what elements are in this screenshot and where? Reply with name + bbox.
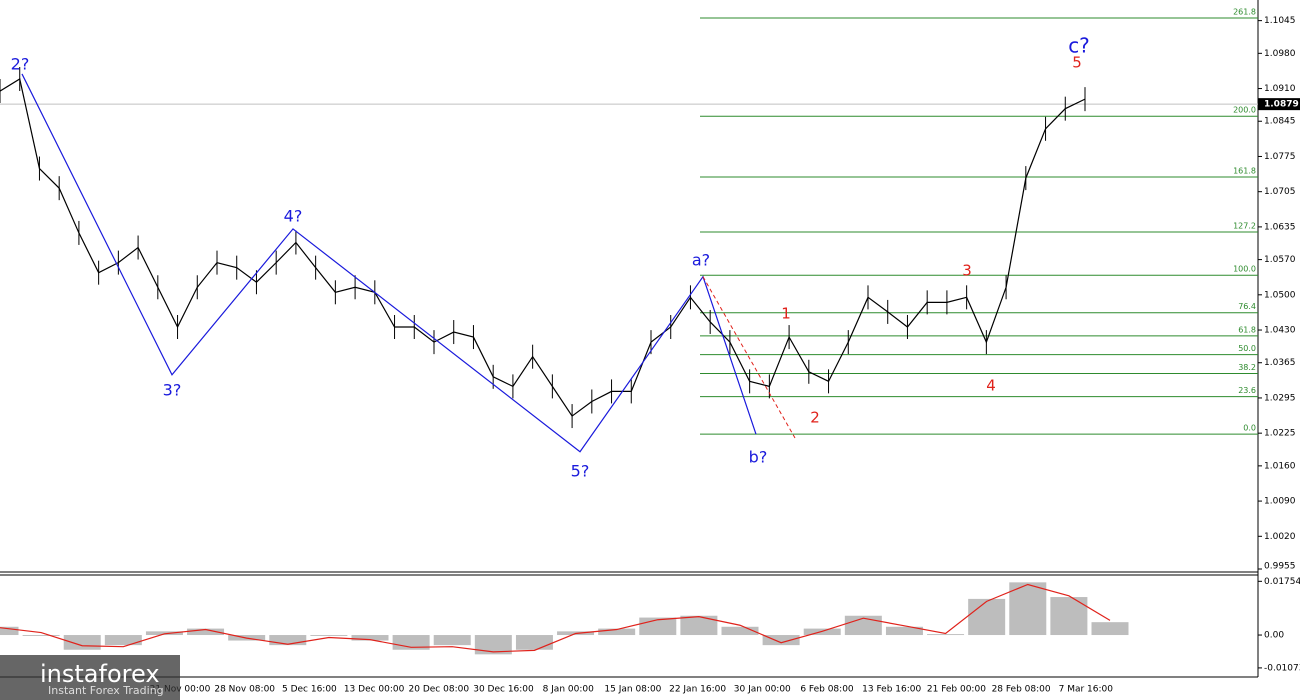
sub-wave-label: 3 — [962, 262, 972, 280]
sub-wave-label: 2 — [810, 409, 820, 427]
price-tick-label: 1.0775 — [1264, 152, 1296, 162]
fib-label: 100.0 — [1233, 265, 1256, 274]
wave-label: 2? — [11, 55, 30, 74]
date-label: 6 Feb 08:00 — [800, 685, 854, 695]
fib-label: 161.8 — [1233, 166, 1256, 175]
price-tick-label: 1.1045 — [1264, 16, 1296, 26]
wave-label: c? — [1068, 34, 1090, 58]
price-tick-label: 1.0295 — [1264, 393, 1296, 403]
price-tick-label: 1.0980 — [1264, 49, 1296, 59]
osc-bar — [63, 635, 101, 650]
wave-line — [21, 73, 757, 453]
fib-label: 200.0 — [1233, 106, 1256, 115]
date-label: 30 Jan 00:00 — [734, 685, 791, 695]
osc-bar — [269, 635, 307, 646]
date-label: 28 Feb 08:00 — [992, 685, 1051, 695]
date-label: 7 Mar 16:00 — [1059, 685, 1114, 695]
logo-box — [0, 655, 180, 700]
date-label: 15 Jan 08:00 — [604, 685, 661, 695]
current-price-label: 1.0879 — [1264, 100, 1299, 110]
osc-bar — [145, 631, 183, 636]
wave-label: 4? — [284, 207, 303, 226]
date-label: 13 Feb 16:00 — [862, 685, 921, 695]
osc-bar — [762, 635, 800, 646]
osc-bar — [351, 635, 389, 641]
price-tick-label: 1.0090 — [1264, 497, 1296, 507]
osc-bar — [474, 635, 512, 655]
osc-bar — [1091, 622, 1129, 636]
osc-bar — [598, 628, 636, 636]
wave-label: a? — [692, 251, 710, 270]
fib-label: 50.0 — [1238, 344, 1256, 353]
date-label: 22 Jan 16:00 — [669, 685, 726, 695]
osc-tick-label: 0.01754 — [1264, 577, 1300, 587]
osc-bar — [721, 626, 759, 636]
date-label: 28 Nov 08:00 — [214, 685, 275, 695]
osc-bar — [927, 634, 965, 636]
sub-wave-label: 4 — [986, 377, 996, 395]
fib-label: 0.0 — [1243, 424, 1256, 433]
osc-bar — [1009, 582, 1047, 636]
fib-label: 127.2 — [1233, 221, 1256, 230]
wave-projection — [702, 276, 796, 439]
fib-label: 23.6 — [1238, 386, 1256, 395]
price-tick-label: 1.0020 — [1264, 532, 1296, 542]
wave-label: b? — [749, 448, 768, 467]
date-label: 8 Jan 00:00 — [543, 685, 595, 695]
date-label: 13 Dec 00:00 — [344, 685, 405, 695]
sub-wave-label: 5 — [1072, 54, 1082, 72]
osc-tick-label: -0.01073 — [1264, 663, 1300, 673]
logo-tagline: Instant Forex Trading — [48, 684, 164, 697]
wave-label: 5? — [571, 462, 590, 481]
osc-bar — [1050, 597, 1088, 636]
price-tick-label: 1.0500 — [1264, 290, 1296, 300]
osc-bar — [968, 598, 1006, 636]
fib-label: 76.4 — [1238, 302, 1256, 311]
logo: instaforex Instant Forex Trading — [0, 655, 180, 700]
date-label: 21 Feb 00:00 — [927, 685, 986, 695]
price-tick-label: 0.9955 — [1264, 562, 1296, 572]
logo-name: instaforex — [40, 660, 160, 688]
osc-bar — [885, 626, 923, 636]
osc-bar — [0, 626, 19, 636]
fib-label: 38.2 — [1238, 363, 1256, 372]
osc-bar — [187, 628, 225, 636]
sub-wave-label: 1 — [781, 305, 791, 323]
osc-signal — [0, 583, 1111, 653]
osc-bar — [680, 615, 718, 636]
date-label: 5 Dec 16:00 — [282, 685, 337, 695]
price-tick-label: 1.0365 — [1264, 358, 1296, 368]
price-tick-label: 1.0225 — [1264, 429, 1296, 439]
price-tick-label: 1.0160 — [1264, 461, 1296, 471]
price-tick-label: 1.0705 — [1264, 187, 1296, 197]
fib-label: 61.8 — [1238, 325, 1256, 334]
osc-bar — [515, 635, 553, 650]
price-tick-label: 1.0910 — [1264, 84, 1296, 94]
wave-label: 3? — [163, 381, 182, 400]
date-label: 21 Nov 00:00 — [150, 685, 211, 695]
osc-bar — [22, 635, 60, 636]
price-tick-label: 1.0845 — [1264, 117, 1296, 127]
price-tick-label: 1.0570 — [1264, 255, 1296, 265]
osc-bar — [104, 635, 142, 646]
date-label: 30 Dec 16:00 — [473, 685, 534, 695]
price-tick-label: 1.0635 — [1264, 222, 1296, 232]
fib-label: 261.8 — [1233, 7, 1256, 16]
price-line — [0, 78, 1086, 417]
price-tick-label: 1.0430 — [1264, 326, 1296, 336]
current-price-tag — [1258, 98, 1300, 111]
osc-tick-label: 0.00 — [1264, 631, 1284, 641]
osc-bar — [310, 635, 348, 636]
osc-bar — [433, 635, 471, 646]
date-label: 20 Dec 08:00 — [409, 685, 470, 695]
